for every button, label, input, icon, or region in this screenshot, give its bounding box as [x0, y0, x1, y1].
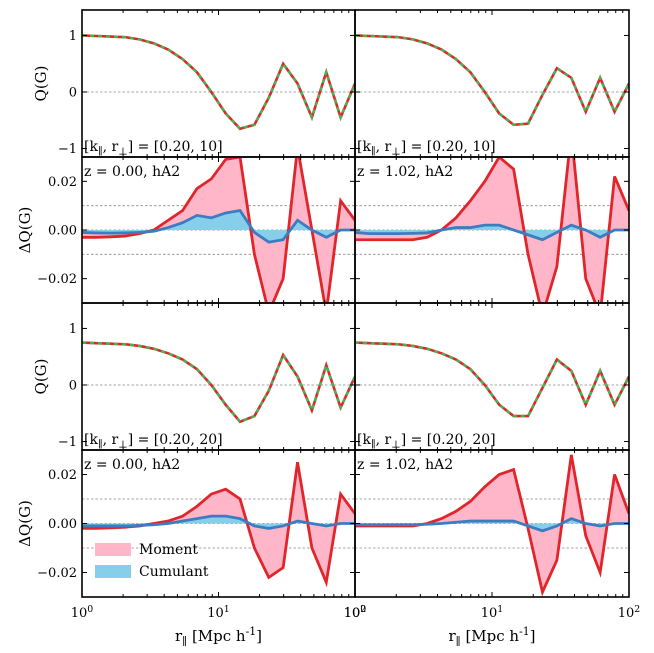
plot-area: [355, 454, 629, 597]
y-tick-label: 1: [69, 322, 77, 337]
legend-swatch: [95, 565, 131, 578]
legend: Moment Cumulant: [95, 542, 209, 580]
panel-label: [k∥, r⊥] = [0.20, 20]: [357, 432, 496, 451]
panel-frame: [81, 9, 356, 158]
panel-frame: [354, 9, 630, 158]
panel-8: z = 1.02, hA2: [354, 449, 630, 598]
y-tick-label: 1: [69, 29, 77, 44]
y-tick-label: 0.00: [48, 517, 77, 532]
panel-4: z = 1.02, hA2: [354, 156, 630, 304]
cumulant-line: [355, 223, 629, 242]
legend-swatch: [95, 543, 131, 556]
moment-line: [355, 341, 629, 418]
x-tick-label: 101: [207, 604, 230, 621]
panel-1: −1 0 1 [k∥, r⊥] = [0.20, 10]: [58, 9, 356, 158]
panel-label: z = 1.02, hA2: [357, 164, 453, 180]
plot-area: [82, 341, 355, 424]
x-tick-label: 100: [71, 604, 94, 621]
plot-area: [82, 34, 355, 131]
y-tick-label: 0.02: [48, 175, 77, 190]
cumulant-line: [82, 514, 355, 530]
moment-line: [82, 157, 355, 303]
moment-line: [355, 157, 629, 303]
x-tick-label: 102: [618, 604, 641, 621]
y-tick-label: 0.02: [48, 468, 77, 483]
x-tick-label: 100: [344, 604, 367, 621]
cumulant-line: [82, 208, 355, 244]
moment-line: [82, 341, 355, 424]
x-tick-label: 102: [344, 604, 367, 621]
y-axis-label: ΔQ(G): [16, 500, 34, 547]
panel-frame: [354, 302, 630, 451]
panel-label: [k∥, r⊥] = [0.20, 10]: [357, 139, 496, 158]
moment-line: [355, 34, 629, 127]
panel-label: z = 0.00, hA2: [84, 457, 180, 473]
cumulant-fill: [82, 516, 355, 529]
x-tick-label: 101: [481, 604, 504, 621]
legend-label: Moment: [139, 542, 198, 558]
x-axis-label: r∥ [Mpc h-1]: [175, 625, 262, 648]
panel-label: [k∥, r⊥] = [0.20, 10]: [84, 139, 223, 158]
panel-6: [k∥, r⊥] = [0.20, 20]: [354, 302, 630, 451]
plot-area: [355, 157, 629, 303]
panel-label: z = 1.02, hA2: [357, 457, 453, 473]
legend-label: Cumulant: [139, 564, 209, 580]
y-tick-label: −1: [58, 142, 77, 157]
panel-5: −1 0 1 [k∥, r⊥] = [0.20, 20]: [58, 302, 356, 451]
cumulant-line: [355, 341, 629, 418]
cumulant-line: [82, 34, 355, 131]
y-tick-label: 0: [69, 378, 77, 393]
cumulant-line: [82, 341, 355, 424]
y-tick-label: −0.02: [37, 566, 77, 581]
plot-area: [355, 34, 629, 127]
panel-3: −0.02 0.00 0.02 z = 0.00, hA2: [37, 156, 356, 304]
panel-label: [k∥, r⊥] = [0.20, 20]: [84, 432, 223, 451]
cumulant-line: [355, 34, 629, 127]
y-tick-label: −1: [58, 435, 77, 450]
panel-label: z = 0.00, hA2: [84, 164, 180, 180]
plot-area: [82, 157, 355, 303]
panel-2: [k∥, r⊥] = [0.20, 10]: [354, 9, 630, 158]
plot-area: [82, 462, 355, 588]
y-tick-label: −0.02: [37, 272, 77, 287]
moment-line: [82, 34, 355, 131]
cumulant-line: [355, 517, 629, 533]
y-tick-label: 0.00: [48, 224, 77, 239]
y-axis-label: Q(G): [32, 359, 50, 395]
y-axis-label: Q(G): [32, 66, 50, 102]
panel-frame: [81, 302, 356, 451]
y-axis-label: ΔQ(G): [16, 207, 34, 254]
y-tick-label: 0: [69, 85, 77, 100]
x-axis-label: r∥ [Mpc h-1]: [449, 625, 536, 648]
plot-area: [355, 341, 629, 418]
